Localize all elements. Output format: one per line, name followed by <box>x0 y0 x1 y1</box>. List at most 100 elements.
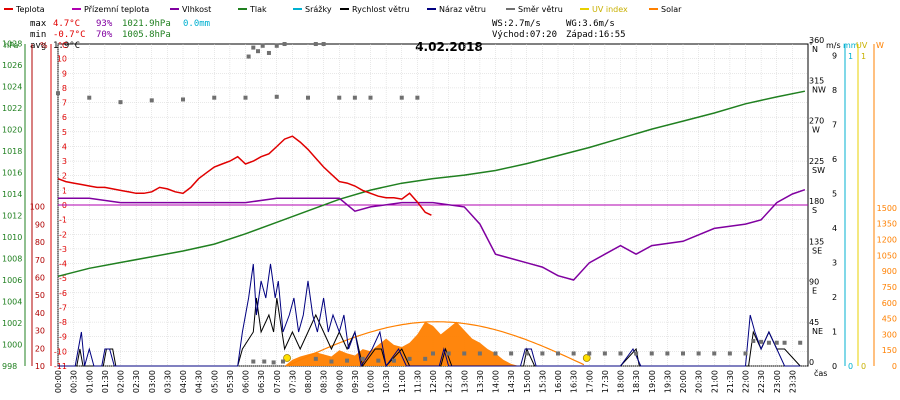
x-tick-label: 22:00 <box>742 370 751 393</box>
wind-direction-point <box>360 356 365 361</box>
x-axis: 00:00 00:30 01:00 01:30 02:00 02:30 03:00 03:30… <box>54 370 797 393</box>
wind-direction-point <box>540 351 545 356</box>
x-tick-label: 07:00 <box>273 370 282 393</box>
wind-direction-point <box>618 351 623 356</box>
wind-direction-point <box>337 95 342 100</box>
rain-tick: 1 <box>848 52 853 61</box>
legend-label: Rychlost větru <box>352 5 409 14</box>
wind-direction-point <box>665 351 670 356</box>
legend-label: Náraz větru <box>439 5 486 14</box>
x-tick-label: 18:30 <box>632 370 641 393</box>
wind-direction-point <box>274 43 279 48</box>
x-tick-label: 05:00 <box>210 370 219 393</box>
min-press: 1005.8hPa <box>122 30 171 40</box>
wind-direction-point <box>118 100 123 105</box>
humidity-tick: 100 <box>30 203 45 212</box>
temperature-tick: -8 <box>59 318 67 327</box>
humidity-tick: 90 <box>35 220 45 229</box>
plot-area <box>56 42 808 368</box>
humidity-tick: 20 <box>35 344 45 353</box>
wind-direction-point <box>493 351 498 356</box>
uv-tick: 1 <box>861 52 866 61</box>
legend-label: Tlak <box>249 5 267 14</box>
wind-direction-point <box>56 91 60 96</box>
wind-direction-point <box>407 356 412 361</box>
x-tick-label: 12:00 <box>429 370 438 393</box>
pressure-tick: 1018 <box>2 147 22 156</box>
wind-direction-point <box>602 351 607 356</box>
solar-tick: 0 <box>892 362 897 371</box>
x-tick-label: 07:30 <box>288 370 297 393</box>
wind-tick: 4 <box>832 224 837 233</box>
sunset: Západ:16:55 <box>566 30 626 40</box>
direction-name: NE <box>812 327 823 336</box>
humidity-tick: 10 <box>35 362 45 371</box>
x-tick-label: 02:30 <box>132 370 141 393</box>
max-label: max <box>30 19 47 29</box>
pressure-tick: 1006 <box>2 276 22 285</box>
wind-direction-point <box>766 340 771 345</box>
x-tick-label: 08:30 <box>320 370 329 393</box>
wind-direction-point <box>181 97 185 102</box>
humidity-tick: 60 <box>35 274 45 283</box>
solar-area <box>284 321 519 366</box>
x-tick-label: 01:30 <box>101 370 110 393</box>
wind-direction-point <box>587 351 592 356</box>
chart-title: 4.02.2018 <box>415 40 483 54</box>
x-axis-label: čas <box>814 368 827 378</box>
legend-label: Přízemní teplota <box>84 5 149 14</box>
humidity-tick: 30 <box>35 327 45 336</box>
x-tick-label: 19:00 <box>648 370 657 393</box>
wind-direction-point <box>415 95 420 100</box>
wind-direction-point <box>727 351 732 356</box>
wind-tick: 6 <box>832 155 837 164</box>
wind-tick: 5 <box>832 190 837 199</box>
x-tick-label: 15:30 <box>538 370 547 393</box>
direction-tick: 360 <box>809 36 824 45</box>
wind-direction-point <box>243 95 248 100</box>
direction-name: S <box>812 206 817 215</box>
wind-direction-point <box>246 54 251 59</box>
wind-direction-point <box>798 340 803 345</box>
x-tick-label: 11:30 <box>413 370 422 393</box>
legend-label: Srážky <box>305 5 332 14</box>
humidity-tick: 70 <box>35 256 45 265</box>
humidity-line <box>58 188 806 281</box>
wind-direction-point <box>251 359 256 364</box>
x-tick-label: 03:30 <box>163 370 172 393</box>
x-tick-label: 02:00 <box>117 370 126 393</box>
wind-direction-point <box>212 95 217 100</box>
solar-tick: 600 <box>882 299 897 308</box>
solar-tick: 1050 <box>877 251 897 260</box>
wind-direction-point <box>329 359 334 364</box>
solar-theoretical-curve <box>286 321 585 367</box>
humidity-tick: 40 <box>35 309 45 318</box>
temperature-tick: -1 <box>59 216 67 225</box>
wind-tick: 9 <box>832 52 837 61</box>
pressure-tick: 998 <box>2 362 17 371</box>
legend: Teplota Přízemní teplota Vlhkost Tlak Srážky… <box>4 5 682 14</box>
rain-axis-label: mm <box>843 41 859 50</box>
max-hum: 93% <box>96 19 113 29</box>
direction-tick: 45 <box>809 318 819 327</box>
wind-direction-point <box>649 351 654 356</box>
legend-label: Vlhkost <box>182 5 211 14</box>
wind-direction-point <box>281 359 285 364</box>
wind-gust-line <box>58 263 801 368</box>
temperature-tick: -5 <box>59 274 67 283</box>
solar-tick: 1350 <box>877 220 897 229</box>
pressure-tick: 1022 <box>2 104 22 113</box>
direction-axis-label: ° <box>809 41 813 50</box>
x-tick-label: 16:00 <box>554 370 563 393</box>
stats-panel: max 4.7°C 93% 1021.9hPa 0.0mm min -0.7°C… <box>30 19 626 51</box>
sunrise-marker <box>283 354 291 362</box>
x-tick-label: 01:00 <box>85 370 94 393</box>
temperature-axis-label: °C <box>58 41 68 50</box>
x-tick-label: 21:30 <box>726 370 735 393</box>
pressure-tick: 1026 <box>2 61 22 70</box>
temperature-tick: 8 <box>62 84 67 93</box>
humidity-tick: 80 <box>35 238 45 247</box>
pressure-tick: 1020 <box>2 126 22 135</box>
solar-tick: 750 <box>882 283 897 292</box>
